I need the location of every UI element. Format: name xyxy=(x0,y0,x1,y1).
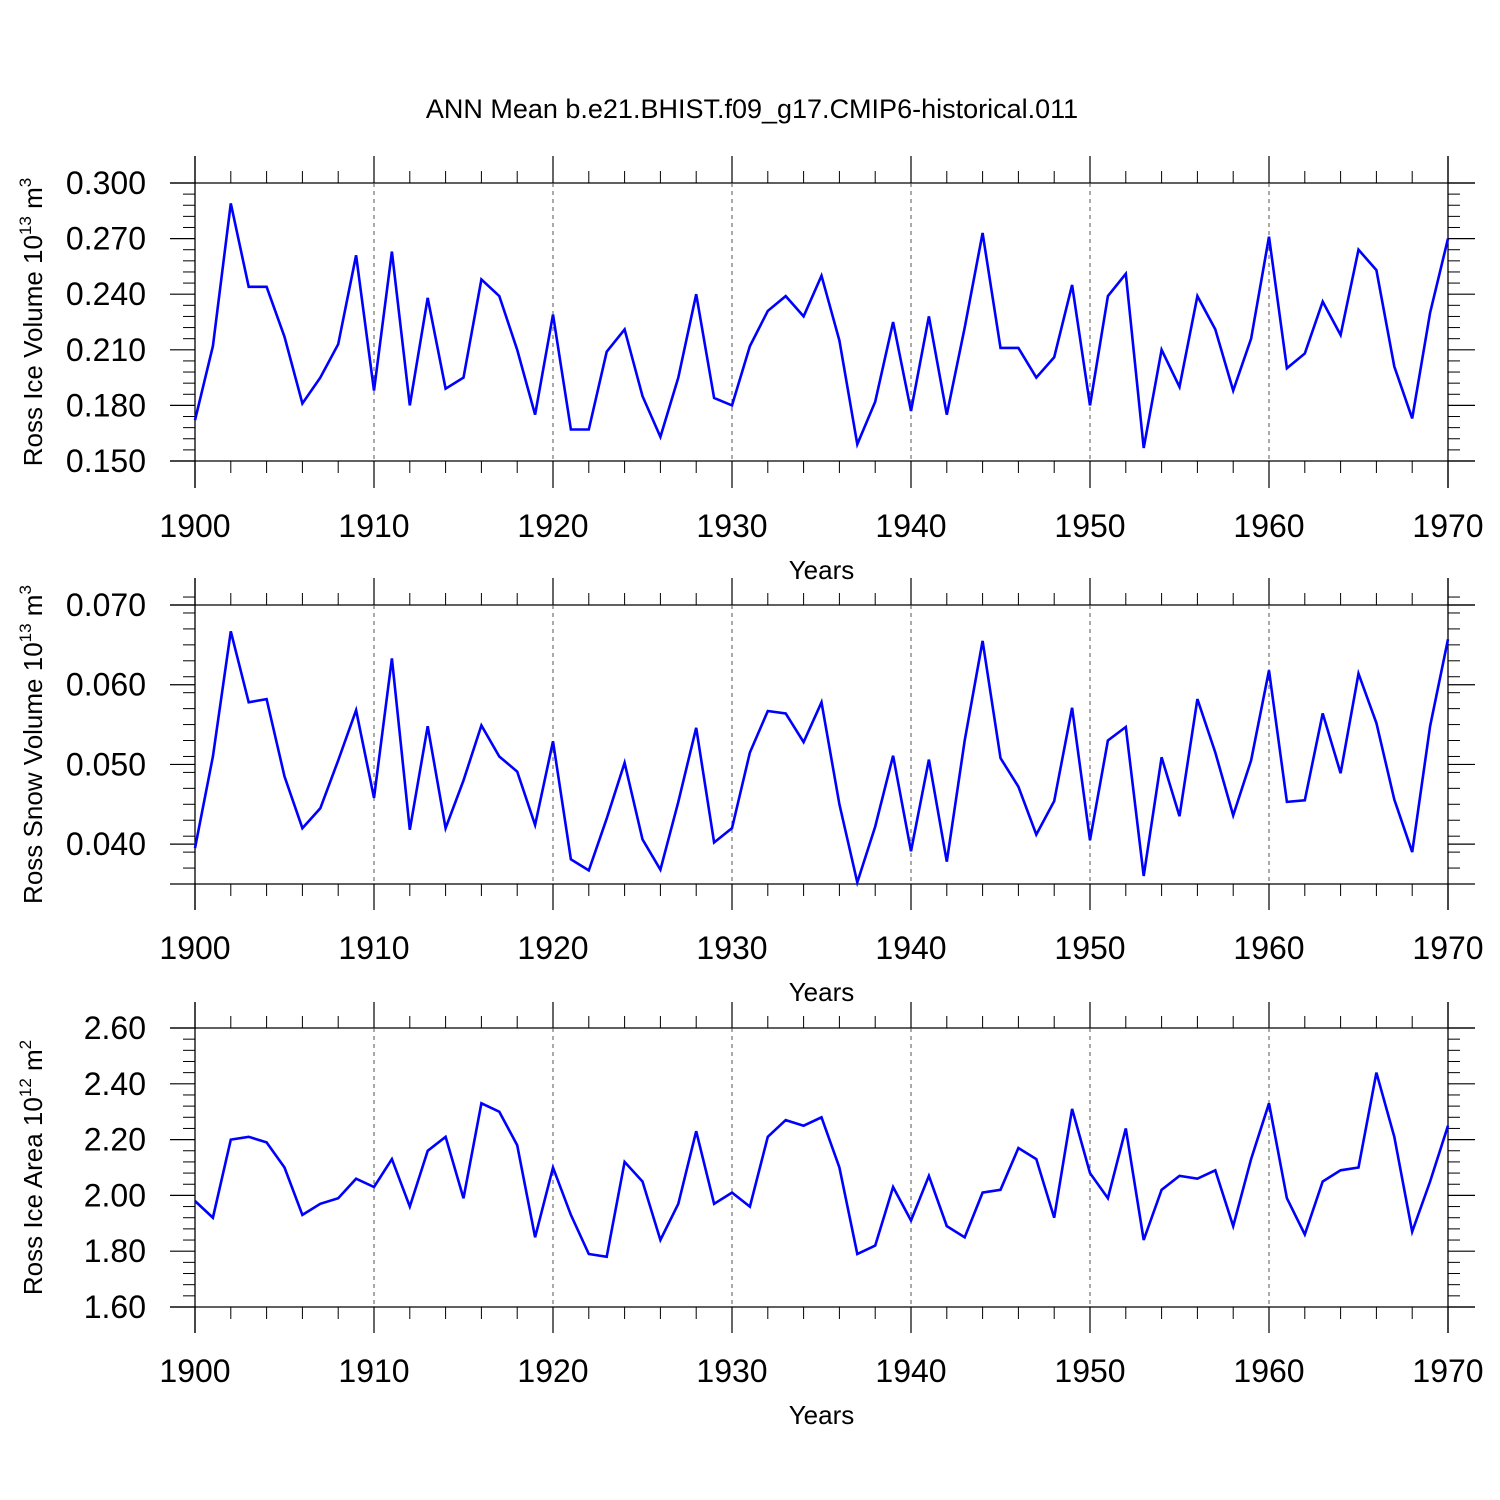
y-axis-label-main: Ross Ice Volume 10 xyxy=(18,235,48,466)
panels: 1900 1910 1920 1930 1940 1950 1960 1970 Years 0.1… xyxy=(16,156,1484,1430)
chart-panel-1: 1900 1910 1920 1930 1940 1950 1960 1970 Years 0.1… xyxy=(16,156,1484,585)
x-axis-label: Years xyxy=(789,1400,855,1430)
y-axis-label-main: Ross Ice Area 10 xyxy=(18,1097,48,1295)
y-tick-label: 1.60 xyxy=(84,1289,146,1325)
x-tick-label: 1900 xyxy=(159,508,230,544)
y-axis-label-unit: m xyxy=(18,1049,48,1078)
x-tick-label: 1940 xyxy=(875,930,946,966)
chart-panel-3: 1900 1910 1920 1930 1940 1950 1960 1970 Years 1.6… xyxy=(16,1002,1484,1430)
y-axis-label: Ross Snow Volume 1013 m3 xyxy=(16,585,48,904)
x-tick-label: 1900 xyxy=(159,930,230,966)
x-axis-label: Years xyxy=(789,555,855,585)
x-tick-label: 1960 xyxy=(1233,1353,1304,1389)
x-tick-label: 1950 xyxy=(1054,1353,1125,1389)
y-axis-label-unit: m xyxy=(18,595,48,624)
y-tick-label: 0.050 xyxy=(66,746,146,782)
x-tick-label: 1920 xyxy=(517,1353,588,1389)
x-tick-label: 1930 xyxy=(696,930,767,966)
x-tick-label: 1960 xyxy=(1233,930,1304,966)
figure-title: ANN Mean b.e21.BHIST.f09_g17.CMIP6-histo… xyxy=(426,94,1078,124)
x-tick-label: 1970 xyxy=(1412,508,1483,544)
y-axis-label-exponent: 13 xyxy=(16,216,35,235)
y-axis-label-main: Ross Snow Volume 10 xyxy=(18,642,48,904)
x-tick-label: 1940 xyxy=(875,1353,946,1389)
y-tick-label: 0.040 xyxy=(66,826,146,862)
x-tick-label: 1960 xyxy=(1233,508,1304,544)
chart-panel-2: 1900 1910 1920 1930 1940 1950 1960 1970 Years 0.0… xyxy=(16,578,1484,1007)
x-tick-label: 1920 xyxy=(517,930,588,966)
y-axis-label-unit: m xyxy=(18,187,48,216)
y-tick-label: 0.270 xyxy=(66,221,146,257)
y-tick-label: 0.300 xyxy=(66,165,146,201)
y-axis-label-unit-exponent: 3 xyxy=(16,585,35,594)
x-tick-label: 1910 xyxy=(338,1353,409,1389)
x-tick-label: 1910 xyxy=(338,930,409,966)
y-axis-label-exponent: 12 xyxy=(16,1078,35,1097)
x-tick-label: 1930 xyxy=(696,508,767,544)
x-tick-label: 1940 xyxy=(875,508,946,544)
y-tick-label: 0.180 xyxy=(66,387,146,423)
x-tick-label: 1970 xyxy=(1412,1353,1483,1389)
x-axis-label: Years xyxy=(789,977,855,1007)
y-axis-label: Ross Ice Volume 1013 m3 xyxy=(16,178,48,467)
y-tick-label: 0.210 xyxy=(66,332,146,368)
x-tick-label: 1970 xyxy=(1412,930,1483,966)
y-tick-label: 2.60 xyxy=(84,1010,146,1046)
x-tick-label: 1950 xyxy=(1054,508,1125,544)
y-tick-label: 2.40 xyxy=(84,1066,146,1102)
x-tick-label: 1920 xyxy=(517,508,588,544)
x-tick-label: 1910 xyxy=(338,508,409,544)
y-tick-label: 0.070 xyxy=(66,587,146,623)
y-tick-label: 0.240 xyxy=(66,276,146,312)
y-tick-label: 0.060 xyxy=(66,667,146,703)
series-line-1 xyxy=(193,203,1450,449)
y-axis-label: Ross Ice Area 1012 m2 xyxy=(16,1040,48,1295)
y-tick-label: 0.150 xyxy=(66,443,146,479)
x-tick-label: 1900 xyxy=(159,1353,230,1389)
y-axis-label-unit-exponent: 2 xyxy=(16,1040,35,1049)
y-tick-label: 2.20 xyxy=(84,1122,146,1158)
y-tick-label: 1.80 xyxy=(84,1233,146,1269)
series-line-1 xyxy=(193,630,1450,888)
y-axis-label-exponent: 13 xyxy=(16,623,35,642)
series-line-1 xyxy=(194,1072,1450,1259)
x-tick-label: 1950 xyxy=(1054,930,1125,966)
y-tick-label: 2.00 xyxy=(84,1177,146,1213)
x-tick-label: 1930 xyxy=(696,1353,767,1389)
y-axis-label-unit-exponent: 3 xyxy=(16,178,35,187)
